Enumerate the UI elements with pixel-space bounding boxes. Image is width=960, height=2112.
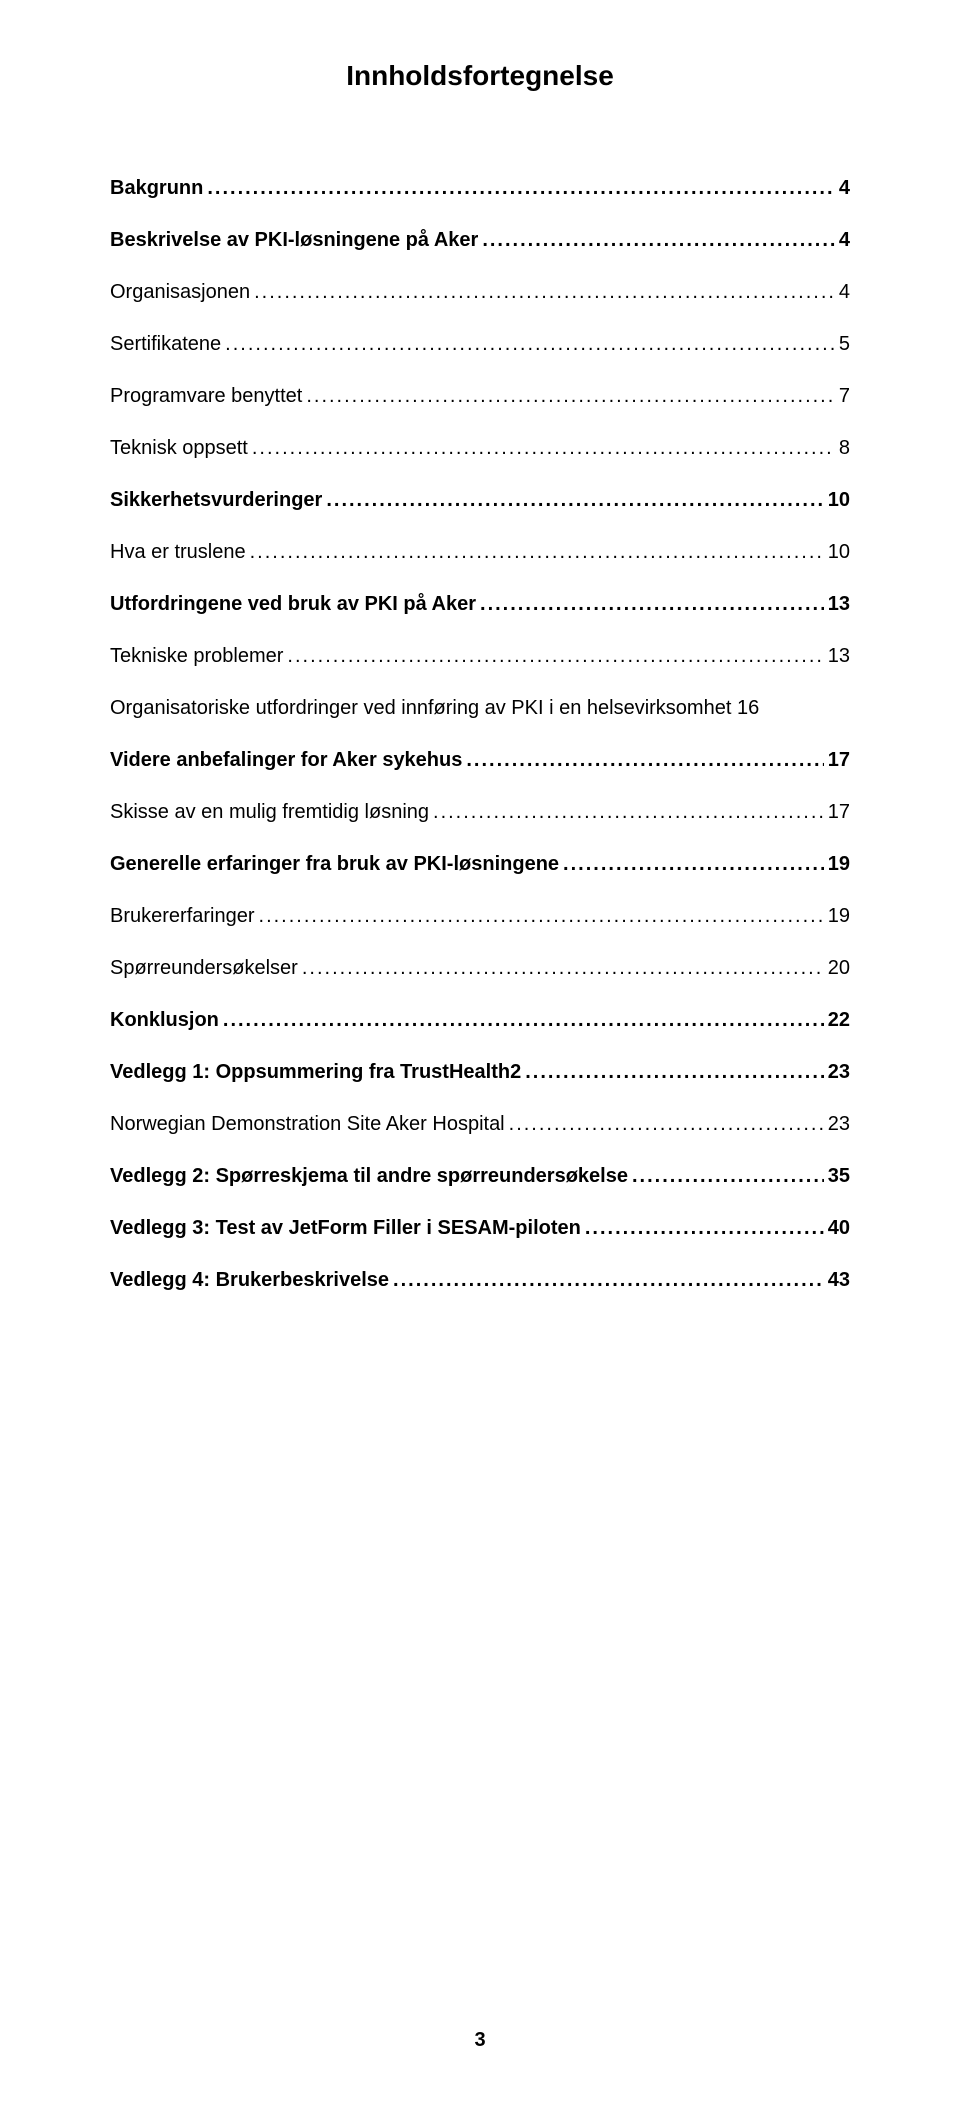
toc-entry-page: 8 [839, 422, 850, 474]
toc-entry: Skisse av en mulig fremtidig løsning 17 [110, 786, 850, 838]
toc-entry-label: Videre anbefalinger for Aker sykehus [110, 734, 462, 786]
toc-entry-label: Hva er truslene [110, 526, 246, 578]
toc-entry-page: 40 [828, 1202, 850, 1254]
toc-entry-page: 43 [828, 1254, 850, 1306]
toc-entry-page: 4 [839, 214, 850, 266]
toc-entry-page: 19 [828, 838, 850, 890]
page-number: 3 [0, 2029, 960, 2052]
toc-entry-page: 10 [828, 526, 850, 578]
toc-entry-page: 17 [828, 734, 850, 786]
toc-entry-page: 10 [828, 474, 850, 526]
toc-entry: Vedlegg 4: Brukerbeskrivelse 43 [110, 1254, 850, 1306]
toc-entry-page: 4 [839, 266, 850, 318]
toc-entry-page: 19 [828, 890, 850, 942]
toc-entry-label: Spørreundersøkelser [110, 942, 298, 994]
toc-entry-leader [482, 214, 835, 266]
toc-list: Bakgrunn4Beskrivelse av PKI-løsningene p… [110, 162, 850, 1306]
toc-entry: Vedlegg 1: Oppsummering fra TrustHealth2… [110, 1046, 850, 1098]
toc-entry-label: Norwegian Demonstration Site Aker Hospit… [110, 1098, 505, 1150]
toc-entry-label: Generelle erfaringer fra bruk av PKI-løs… [110, 838, 559, 890]
toc-entry-leader [480, 578, 824, 630]
toc-entry: Teknisk oppsett 8 [110, 422, 850, 474]
toc-entry-leader [326, 474, 823, 526]
toc-entry: Tekniske problemer 13 [110, 630, 850, 682]
toc-entry: Spørreundersøkelser 20 [110, 942, 850, 994]
toc-entry-label: Sikkerhetsvurderinger [110, 474, 322, 526]
toc-entry-leader [207, 162, 835, 214]
toc-title: Innholdsfortegnelse [110, 60, 850, 92]
toc-entry-leader [225, 318, 835, 370]
toc-entry: Vedlegg 2: Spørreskjema til andre spørre… [110, 1150, 850, 1202]
toc-entry-leader [433, 786, 824, 838]
toc-entry-leader [302, 942, 824, 994]
toc-entry-page: 22 [828, 994, 850, 1046]
toc-entry-leader [252, 422, 835, 474]
toc-entry: Utfordringene ved bruk av PKI på Aker 13 [110, 578, 850, 630]
toc-entry: Hva er truslene 10 [110, 526, 850, 578]
toc-entry-page: 23 [828, 1046, 850, 1098]
toc-entry-label: Skisse av en mulig fremtidig løsning [110, 786, 429, 838]
toc-entry-leader [585, 1202, 824, 1254]
toc-entry-page: 16 [737, 682, 759, 734]
toc-entry-label: Tekniske problemer [110, 630, 283, 682]
toc-entry-label: Programvare benyttet [110, 370, 302, 422]
toc-entry-label: Vedlegg 4: Brukerbeskrivelse [110, 1254, 389, 1306]
toc-entry-label: Organisatoriske utfordringer ved innføri… [110, 682, 731, 734]
toc-entry: Sikkerhetsvurderinger 10 [110, 474, 850, 526]
toc-entry-leader [306, 370, 835, 422]
toc-entry-page: 35 [828, 1150, 850, 1202]
toc-entry: Bakgrunn 4 [110, 162, 850, 214]
toc-entry-label: Vedlegg 1: Oppsummering fra TrustHealth2 [110, 1046, 521, 1098]
toc-entry-leader [563, 838, 824, 890]
toc-entry: Beskrivelse av PKI-løsningene på Aker 4 [110, 214, 850, 266]
toc-entry-label: Bakgrunn [110, 162, 203, 214]
toc-entry: Organisatoriske utfordringer ved innføri… [110, 682, 850, 734]
toc-entry-label: Teknisk oppsett [110, 422, 248, 474]
toc-entry-page: 17 [828, 786, 850, 838]
toc-entry-leader [466, 734, 823, 786]
toc-entry-leader [223, 994, 824, 1046]
toc-entry-page: 13 [828, 630, 850, 682]
toc-entry-page: 4 [839, 162, 850, 214]
toc-entry: Videre anbefalinger for Aker sykehus 17 [110, 734, 850, 786]
toc-entry-label: Vedlegg 2: Spørreskjema til andre spørre… [110, 1150, 628, 1202]
toc-entry-leader [632, 1150, 824, 1202]
toc-entry: Vedlegg 3: Test av JetForm Filler i SESA… [110, 1202, 850, 1254]
toc-entry-leader [254, 266, 835, 318]
toc-entry: Norwegian Demonstration Site Aker Hospit… [110, 1098, 850, 1150]
toc-entry-label: Konklusjon [110, 994, 219, 1046]
toc-entry-leader [250, 526, 824, 578]
toc-entry-leader [287, 630, 823, 682]
toc-entry: Organisasjonen 4 [110, 266, 850, 318]
toc-entry: Generelle erfaringer fra bruk av PKI-løs… [110, 838, 850, 890]
toc-entry-leader [525, 1046, 824, 1098]
toc-entry-label: Organisasjonen [110, 266, 250, 318]
toc-entry-page: 13 [828, 578, 850, 630]
toc-entry: Programvare benyttet 7 [110, 370, 850, 422]
toc-entry-leader [259, 890, 824, 942]
toc-entry-label: Utfordringene ved bruk av PKI på Aker [110, 578, 476, 630]
toc-entry-label: Brukererfaringer [110, 890, 255, 942]
toc-entry-label: Vedlegg 3: Test av JetForm Filler i SESA… [110, 1202, 581, 1254]
toc-entry-page: 5 [839, 318, 850, 370]
toc-entry-page: 7 [839, 370, 850, 422]
toc-entry: Brukererfaringer 19 [110, 890, 850, 942]
toc-entry-leader [509, 1098, 824, 1150]
toc-entry: Sertifikatene 5 [110, 318, 850, 370]
toc-entry-page: 23 [828, 1098, 850, 1150]
toc-entry-label: Sertifikatene [110, 318, 221, 370]
toc-entry: Konklusjon 22 [110, 994, 850, 1046]
toc-entry-leader [393, 1254, 824, 1306]
toc-entry-page: 20 [828, 942, 850, 994]
toc-entry-label: Beskrivelse av PKI-løsningene på Aker [110, 214, 478, 266]
